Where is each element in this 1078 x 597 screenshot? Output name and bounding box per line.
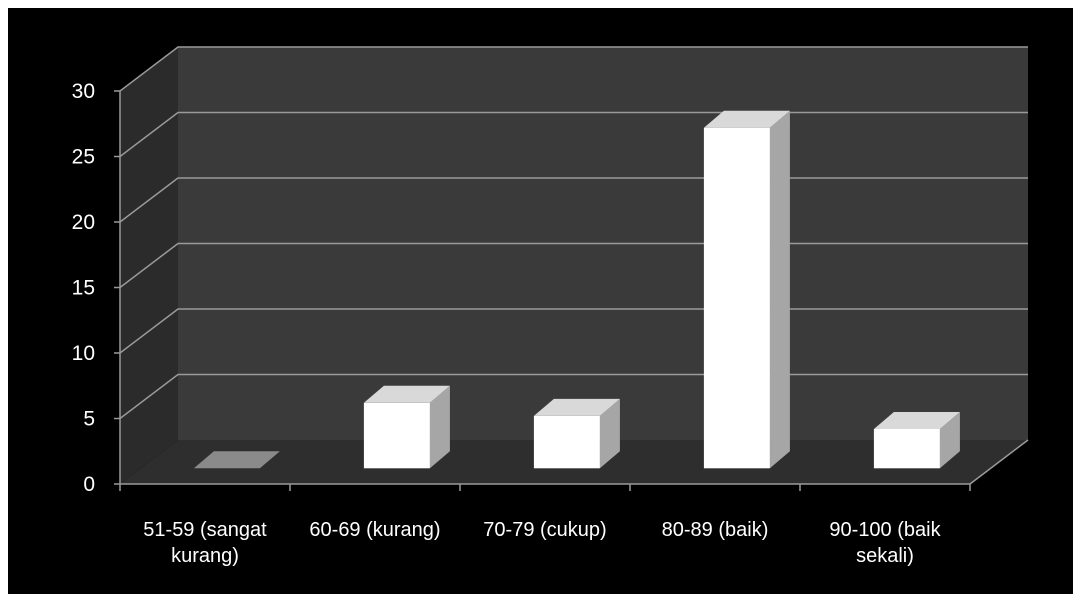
bar-front — [873, 429, 940, 469]
bar-top — [533, 398, 620, 416]
bar-side — [599, 398, 620, 469]
bar-top — [363, 385, 450, 403]
x-tick-label: 90-100 (baik sekali) — [829, 519, 941, 567]
bar-top — [193, 451, 280, 469]
y-tick-label: 5 — [83, 408, 95, 431]
bar-top — [873, 412, 960, 429]
bar — [703, 110, 790, 469]
bar-side — [939, 412, 960, 469]
bar — [363, 385, 450, 469]
bar-top — [703, 110, 790, 128]
gridline — [119, 46, 1028, 92]
floor-edge — [969, 439, 1029, 485]
x-tick-label: 80-89 (baik) — [662, 519, 769, 541]
bar — [533, 398, 620, 469]
y-tick-label: 30 — [72, 80, 95, 103]
y-tick-label: 20 — [72, 211, 95, 234]
bar-front — [533, 415, 600, 469]
bar — [193, 451, 280, 469]
bar-front — [703, 127, 770, 469]
bar-side — [429, 385, 450, 469]
y-tick-label: 10 — [72, 342, 95, 365]
bar-front — [363, 402, 430, 469]
bar — [873, 412, 960, 469]
y-tick-label: 15 — [72, 277, 95, 300]
x-tick-label: 60-69 (kurang) — [309, 519, 440, 541]
bar-side — [769, 110, 790, 469]
x-tick-label: 51-59 (sangat kurang) — [143, 519, 267, 567]
y-tick-label: 25 — [72, 146, 95, 169]
x-tick-label: 70-79 (cukup) — [483, 519, 606, 541]
y-tick-label: 0 — [83, 473, 95, 496]
